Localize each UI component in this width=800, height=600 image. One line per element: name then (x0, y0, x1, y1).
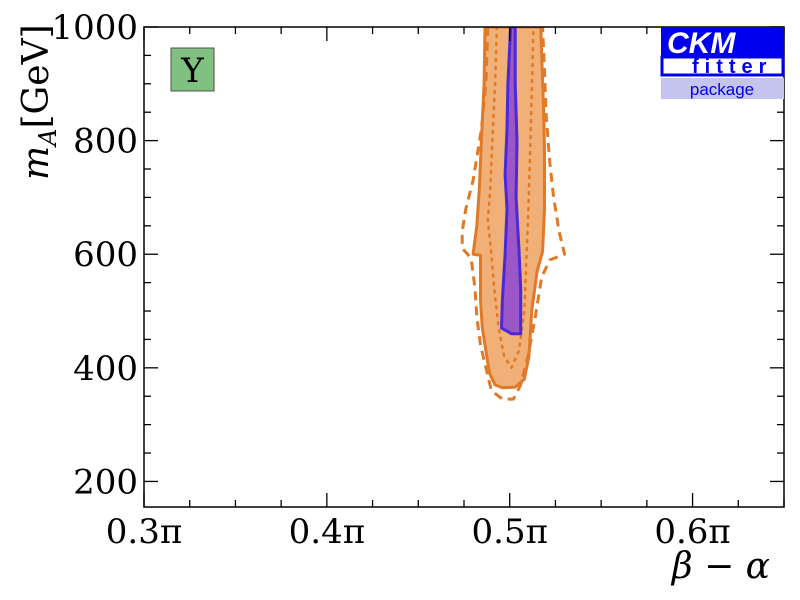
y-tick-label: 600 (73, 235, 138, 275)
y-axis-label: mA[GeV] (16, 24, 62, 180)
logo-top-bar (661, 27, 784, 57)
y-tick-label: 1000 (51, 8, 138, 48)
x-tick-label: 0.6π (654, 512, 730, 552)
x-tick-labels: 0.3π 0.4π 0.5π 0.6π (106, 512, 731, 552)
ckmfitter-logo: CKM fitter package (660, 27, 785, 99)
contour-regions (460, 27, 567, 401)
logo-middle-frame (660, 55, 785, 77)
panel-tag-label: Y (180, 51, 204, 91)
contour-region-dashed-1 (460, 27, 567, 401)
x-axis-label: β − α (670, 546, 770, 587)
y-axis-label-sub: A (34, 129, 62, 148)
contour-region-dotted-2 (486, 27, 535, 370)
y-axis-label-main: m (16, 146, 57, 180)
x-tick-label: 0.5π (472, 512, 548, 552)
logo-fitter-text: fitter (692, 56, 772, 78)
logo-bottom-bar (661, 78, 784, 99)
panel-tag-box (170, 47, 215, 92)
y-tick-label: 200 (73, 462, 138, 502)
y-axis-label-unit: [GeV] (16, 24, 57, 128)
x-tick-label: 0.3π (106, 512, 182, 552)
y-tick-label: 800 (73, 122, 138, 162)
x-tick-label: 0.4π (289, 512, 365, 552)
axis-ticks (143, 26, 785, 507)
y-tick-labels: 200 400 600 800 1000 (51, 8, 138, 502)
contour-region-filled-3 (500, 27, 523, 336)
logo-ckm-text: CKM (667, 27, 736, 60)
y-tick-label: 400 (73, 349, 138, 389)
panel-tag: Y (170, 47, 215, 92)
logo-package-text: package (690, 80, 754, 99)
